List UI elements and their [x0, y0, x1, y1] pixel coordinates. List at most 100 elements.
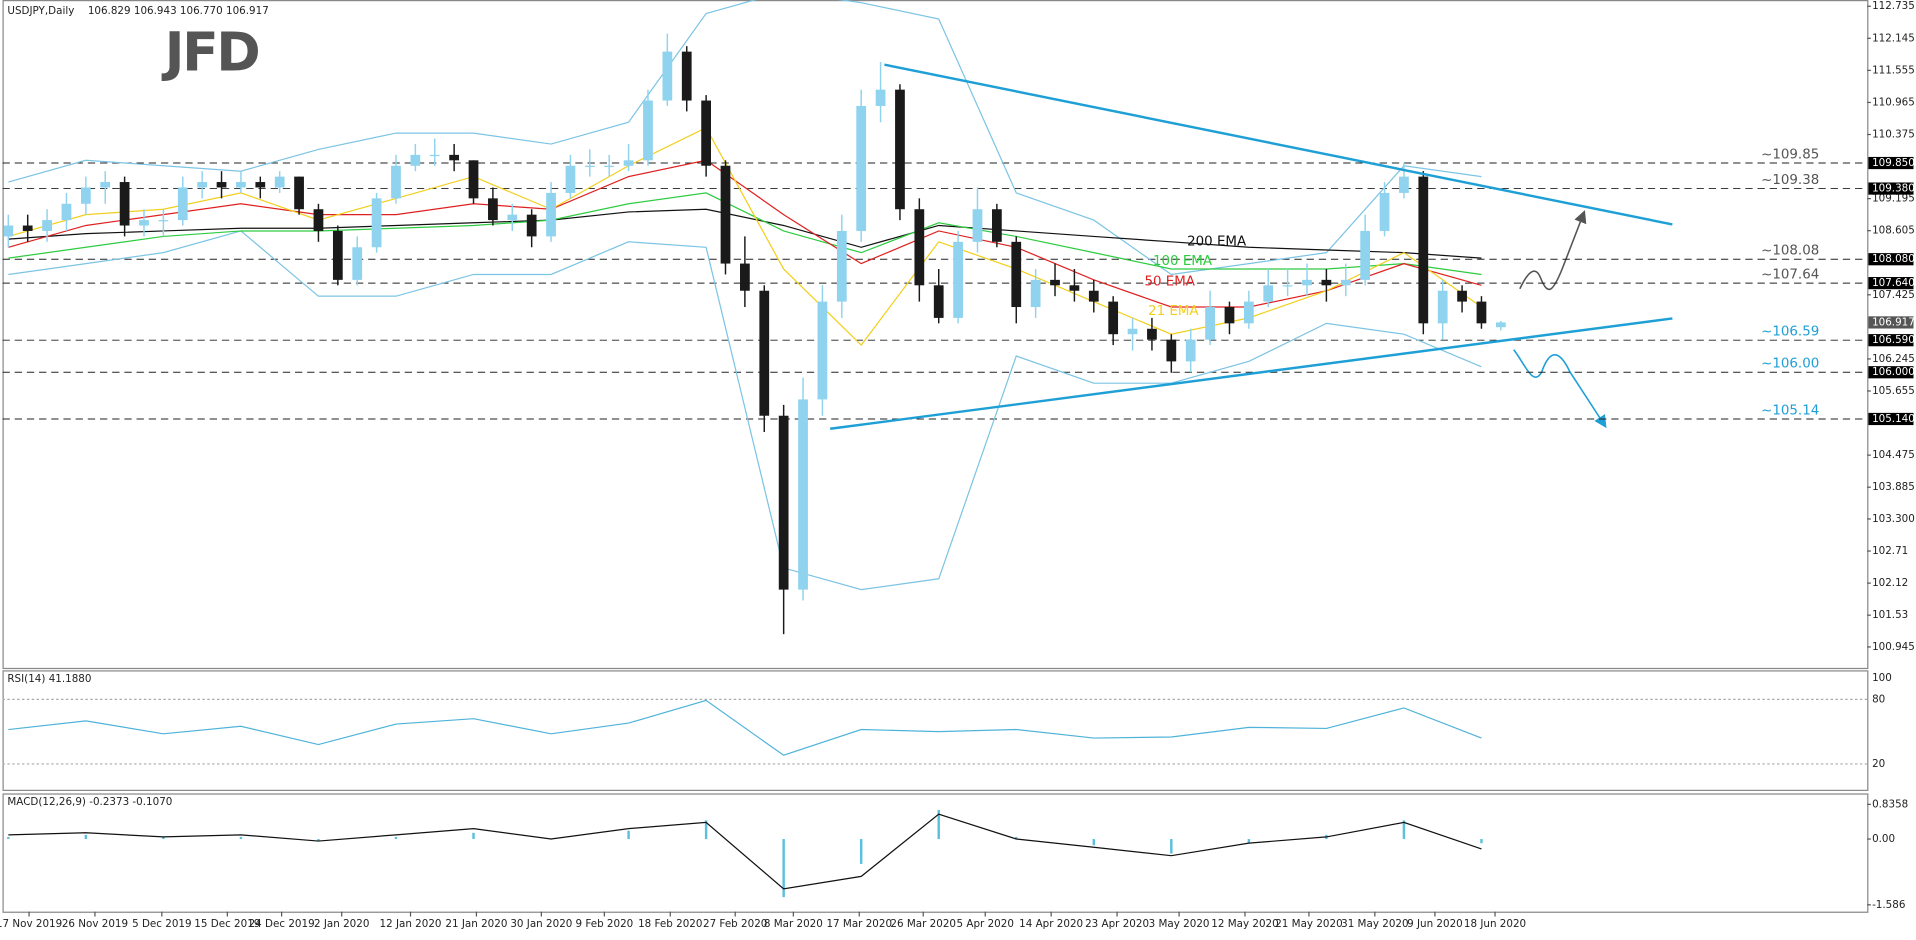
y-tick-label: 109.195: [1872, 193, 1915, 205]
macd-bar: [84, 834, 88, 840]
candle-body: [759, 290, 770, 416]
candle-body: [391, 165, 401, 199]
candle-body: [294, 176, 304, 210]
last-price-box: [1868, 316, 1914, 329]
macd-bar: [704, 820, 708, 840]
candle-body: [139, 220, 149, 226]
candle-body: [100, 182, 111, 188]
candle-body: [3, 225, 14, 237]
candle-body: [158, 220, 169, 222]
level-box: [1868, 277, 1914, 290]
x-tick-label: 8 Mar 2020: [764, 918, 823, 930]
layer: [7, 809, 1483, 898]
last-price-label: 106.917: [1872, 316, 1915, 328]
up-arrow: [1519, 210, 1587, 291]
macd-bar: [1170, 839, 1173, 854]
level-label: 106.000: [1872, 366, 1915, 378]
candle-body: [22, 225, 33, 231]
level-label: 108.080: [1872, 253, 1915, 265]
rsi-label: RSI(14) 41.1880: [7, 673, 91, 685]
level-note: ~107.64: [1761, 268, 1819, 283]
y-tick-label: 110.375: [1872, 128, 1915, 140]
rsi-tick-label: 20: [1872, 758, 1885, 770]
trendline: [830, 317, 1673, 430]
candle-body: [429, 154, 440, 157]
level-box: [1868, 366, 1914, 379]
y-tick-label: 108.605: [1872, 225, 1915, 237]
rsi-tick-label: 100: [1872, 672, 1892, 684]
y-tick-label: 112.145: [1872, 32, 1915, 44]
ohlc-label: 106.829 106.943 106.770 106.917: [88, 5, 269, 17]
macd-bar: [1247, 839, 1251, 844]
candle-body: [1224, 307, 1235, 324]
x-tick-label: 21 Jan 2020: [445, 918, 507, 930]
overlay-line: [8, 230, 1482, 591]
candle-body: [1050, 279, 1060, 286]
x-tick-label: 12 May 2020: [1211, 918, 1278, 930]
candle-body: [1243, 301, 1254, 324]
y-tick-label: 112.735: [1872, 0, 1915, 12]
candle-body: [371, 198, 382, 248]
candle-body: [1360, 230, 1371, 280]
candle-body: [875, 89, 886, 106]
candle-body: [914, 209, 925, 286]
candle-body: [740, 263, 750, 291]
level-box: [1868, 412, 1914, 426]
overlay-line: [8, 126, 1482, 346]
main-panel: [2, 0, 1869, 670]
y-tick-label: 100.945: [1872, 641, 1915, 653]
candle-body: [1263, 285, 1274, 302]
x-tick-label: 18 Jun 2020: [1464, 918, 1526, 930]
level-box: [1868, 334, 1914, 347]
x-tick-label: 21 May 2020: [1275, 918, 1342, 930]
candle-body: [953, 241, 963, 318]
y-tick-label: 104.475: [1872, 449, 1915, 461]
y-tick-label: 102.12: [1872, 577, 1908, 589]
candle-body: [836, 230, 847, 302]
logo: JFD: [161, 21, 259, 84]
candle-body: [701, 100, 711, 166]
level-note: ~108.08: [1761, 244, 1819, 259]
candle-body: [42, 220, 52, 231]
y-tick-label: 107.425: [1872, 289, 1915, 301]
y-tick-label: 106.245: [1872, 353, 1915, 365]
candle-body: [1011, 241, 1022, 308]
y-tick-label: 103.885: [1872, 481, 1915, 493]
x-tick-label: 9 Jun 2020: [1407, 918, 1463, 930]
macd-bar: [782, 839, 785, 898]
candle-body: [507, 214, 518, 221]
candle-body: [177, 187, 188, 221]
candle-body: [255, 182, 266, 188]
candle-body: [80, 187, 91, 204]
rsi-panel: [2, 670, 1869, 791]
candle-body: [1437, 290, 1448, 324]
level-note: ~105.14: [1761, 403, 1819, 418]
overlay-line: [8, 208, 1482, 259]
candle-body: [817, 301, 828, 400]
macd-bar: [162, 836, 165, 840]
level-label: 109.380: [1872, 183, 1915, 195]
ema-label: 200 EMA: [1187, 234, 1247, 249]
x-tick-label: 26 Mar 2020: [890, 918, 956, 930]
macd-bar: [394, 836, 398, 840]
candle-body: [352, 247, 363, 280]
candle-body: [488, 198, 498, 221]
candle-body: [1302, 279, 1312, 286]
y-tick-label: 103.300: [1872, 513, 1915, 525]
candle-body: [332, 230, 343, 280]
y-tick-label: 111.555: [1872, 64, 1915, 76]
candle-body: [61, 203, 72, 221]
y-tick-label: 110.965: [1872, 96, 1915, 108]
macd-bar: [1402, 820, 1406, 840]
level-label: 109.850: [1872, 157, 1915, 169]
candle-body: [1088, 290, 1099, 302]
candle-body: [1399, 176, 1409, 193]
candle-body: [895, 89, 905, 210]
x-tick-label: 9 Feb 2020: [575, 918, 633, 930]
candle-body: [565, 165, 576, 193]
rsi-line: [8, 699, 1482, 756]
candle-body: [1030, 279, 1041, 308]
macd-label: MACD(12,26,9) -0.2373 -0.1070: [7, 796, 172, 808]
